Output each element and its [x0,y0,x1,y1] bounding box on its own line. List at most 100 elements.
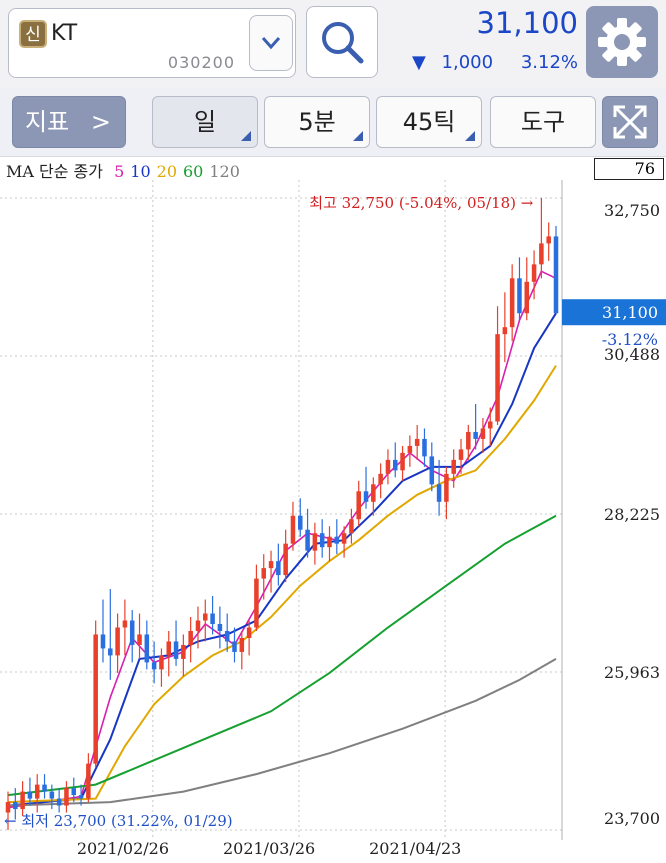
candle-body [466,431,471,450]
candle-body [283,543,288,576]
candle-body [422,438,427,457]
candle-body [363,491,369,502]
candle-body [414,438,420,446]
candle-body [34,784,40,799]
period-5min-label: 5분 [298,108,336,136]
candle-body [173,641,179,659]
ma-legend-120: 120 [209,162,240,181]
settings-button[interactable] [586,6,658,78]
candle-body [341,533,347,544]
period-5min-button[interactable]: 5분 [264,96,370,148]
ma-legend-10: 10 [130,162,151,181]
chevron-right-icon: > [90,108,111,136]
corner-triangle-icon [465,131,475,141]
high-annotation: 최고 32,750 (-5.04%, 05/18) → [309,194,534,212]
candle-body [305,529,310,551]
candle-body [246,627,252,638]
candle-body [181,644,186,659]
corner-triangle-icon [353,131,363,141]
chevron-down-icon [261,37,281,50]
ma-legend-60: 60 [183,162,204,181]
candle-body [298,515,303,530]
period-45tick-button[interactable]: 45틱 [376,96,482,148]
gear-icon [598,18,646,66]
candle-body [385,459,391,474]
candle-body [27,791,33,799]
candle-body [239,637,245,652]
candle-body [232,641,237,652]
candle-body [371,484,376,502]
ma-legend-5: 5 [114,162,125,181]
change-percent: 3.12% [520,52,578,73]
change-value: 1,000 [441,52,494,73]
candle-body [71,788,77,796]
low-annotation: ← 최저 23,700 (31.22%, 01/29) [4,812,233,830]
candle-body [392,459,398,471]
candle-body [546,236,551,244]
candle-body [334,536,340,544]
down-arrow-icon: ▼ [411,52,426,73]
y-tick-label: 25,963 [604,663,660,682]
candle-body [166,641,172,656]
expand-button[interactable] [602,96,658,148]
current-price-label: 31,100 [602,303,658,322]
tools-button[interactable]: 도구 [490,96,596,148]
y-tick-label: 23,700 [604,809,660,828]
candle-body [378,473,383,485]
candle-body [458,449,464,460]
current-change-label: -3.12% [602,330,658,349]
ma-line-60 [7,514,557,797]
x-tick-label: 2021/02/26 [77,839,169,858]
candle-body [254,578,259,628]
candle-body [137,634,142,645]
candle-body [20,791,25,810]
candle-body [451,459,456,474]
search-button[interactable] [306,6,378,78]
candle-body [436,484,442,502]
candle-body [108,648,113,656]
price-change: ▼ 1,000 3.12% [412,52,578,73]
candle-body [203,613,208,621]
indicator-label: 지표 [25,108,70,136]
candle-body [327,536,332,548]
volume-box: 76 [594,158,664,180]
period-day-button[interactable]: 일 [152,96,258,148]
candle-body [349,519,354,534]
indicator-button[interactable]: 지표 > [12,96,126,148]
current-price: 31,100 [476,6,578,40]
ma-line-5 [7,270,557,809]
candle-body [159,655,164,670]
candlestick-chart[interactable]: 32,750 30,488 28,225 25,963 23,700 2021/02/26… [0,180,666,863]
candle-body [553,236,559,314]
candle-body [115,627,120,656]
candle-body [429,456,435,485]
stock-search-box[interactable]: 신 KT 030200 [8,8,296,78]
top-bar: 신 KT 030200 31,100 ▼ 1,000 3.12% [0,0,666,89]
candle-body [56,798,62,806]
candle-body [151,662,157,670]
candle-body [261,568,266,579]
candle-body [444,473,449,502]
credit-badge: 신 [19,20,47,48]
candle-body [495,334,500,422]
tools-label: 도구 [520,108,566,136]
candle-body [290,515,296,544]
candle-body [509,278,515,328]
ma-legend-20: 20 [156,162,177,181]
y-tick-label: 32,750 [604,201,660,220]
candle-body [217,623,223,631]
candle-body [473,431,478,439]
candle-body [276,561,281,576]
period-45tick-label: 45틱 [402,108,456,136]
candle-body [86,763,91,799]
candle-body [224,630,230,642]
candle-body [319,533,325,548]
stock-code: 030200 [167,53,235,72]
candle-body [5,802,11,813]
candle-body [487,421,493,429]
candle-body [64,788,69,806]
stock-dropdown-button[interactable] [249,15,293,71]
candle-body [78,795,84,799]
candle-body [129,620,135,645]
stock-name: KT [51,21,78,46]
